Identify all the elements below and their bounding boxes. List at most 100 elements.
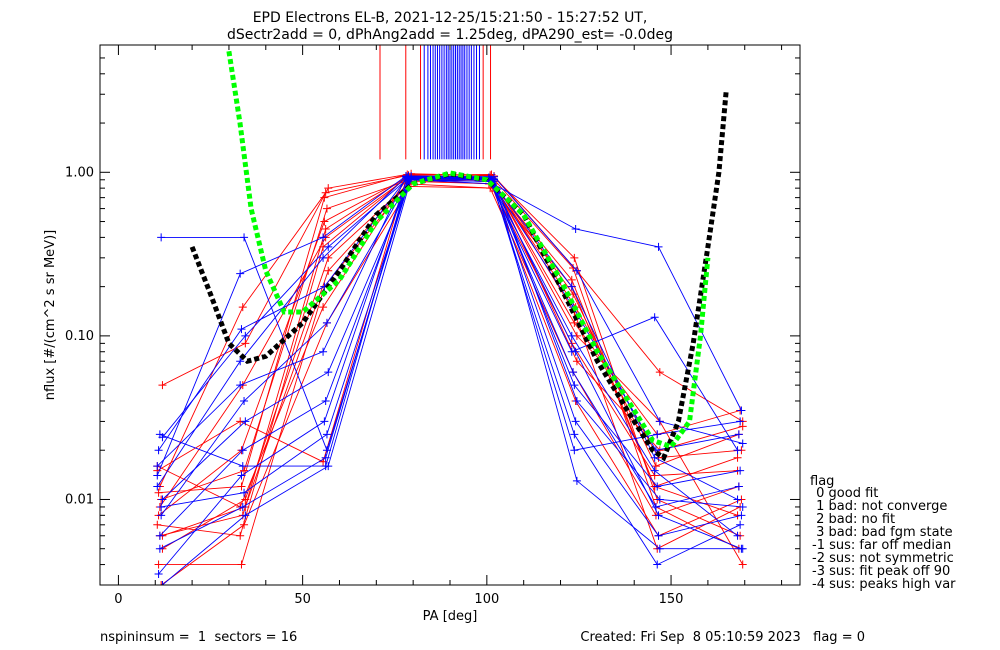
data-point (319, 253, 328, 262)
data-point (653, 482, 662, 491)
data-point (650, 453, 659, 462)
data-point (737, 406, 746, 415)
data-point (154, 560, 163, 569)
data-point (157, 233, 166, 242)
data-point (733, 446, 742, 455)
data-point (321, 396, 330, 405)
data-point (569, 368, 578, 377)
data-point (653, 430, 662, 439)
series-line (158, 183, 739, 566)
data-point (736, 520, 745, 529)
series-line (159, 179, 741, 566)
data-point (567, 275, 576, 284)
data-point (153, 471, 162, 480)
legend-entry: -3 sus: fit peak off 90 (812, 564, 950, 579)
data-point (567, 331, 576, 340)
series-line (158, 176, 739, 451)
x-tick-label: 0 (114, 592, 122, 607)
data-point (236, 357, 245, 366)
data-point (324, 266, 333, 275)
data-point (321, 188, 330, 197)
legend-entry: -2 sus: not symmetric (812, 551, 954, 566)
legend-entry: 0 good fit (812, 486, 878, 501)
data-point (238, 502, 247, 511)
series-line (162, 180, 744, 565)
data-point (155, 544, 164, 553)
data-point (654, 242, 663, 251)
data-series-layer (153, 169, 747, 585)
data-point (570, 318, 579, 327)
data-point (571, 225, 580, 234)
data-point (567, 282, 576, 291)
y-axis-label: nflux [#/(cm^2 s sr MeV)] (43, 230, 58, 400)
vertical-lines-layer (379, 45, 492, 160)
data-point (654, 511, 663, 520)
data-point (736, 417, 745, 426)
data-point (737, 544, 746, 553)
series-line (162, 179, 743, 537)
data-point (157, 511, 166, 520)
x-tick-label: 50 (294, 592, 311, 607)
data-point (236, 381, 245, 390)
series-line (162, 175, 743, 444)
data-point (571, 417, 580, 426)
data-point (319, 347, 328, 356)
data-point (571, 347, 580, 356)
data-point (733, 495, 742, 504)
data-point (157, 581, 166, 585)
data-point (154, 446, 163, 455)
legend-entry: -1 sus: far off median (812, 538, 951, 553)
data-point (154, 488, 163, 497)
series-line (161, 179, 742, 500)
data-point (324, 462, 333, 471)
data-point (737, 511, 746, 520)
data-point (241, 331, 250, 340)
data-point (655, 544, 664, 553)
data-point (153, 462, 162, 471)
data-point (153, 482, 162, 491)
series-line (159, 175, 741, 467)
legend: flag 0 good fit 1 bad: not converge 2 ba… (810, 474, 956, 592)
data-point (650, 466, 659, 475)
data-point (158, 381, 167, 390)
series-line (158, 174, 740, 550)
data-point (240, 466, 249, 475)
data-point (322, 204, 331, 213)
data-point (240, 488, 249, 497)
data-point (734, 482, 743, 491)
chart-title-line-1: EPD Electrons EL-B, 2021-12-25/15:21:50 … (253, 10, 648, 26)
data-point (320, 217, 329, 226)
data-point (237, 482, 246, 491)
data-point (324, 242, 333, 251)
series-line (157, 179, 738, 516)
footer-right: Created: Fri Sep 8 05:10:59 2023 flag = … (580, 630, 865, 645)
x-axis-label: PA [deg] (423, 609, 478, 624)
data-point (153, 520, 162, 529)
data-point (650, 313, 659, 322)
y-tick-label: 0.01 (65, 492, 94, 507)
fit-curve-green (226, 50, 711, 450)
legend-entry: 3 bad: bad fgm state (812, 525, 953, 540)
data-point (654, 531, 663, 540)
data-point (155, 531, 164, 540)
data-point (321, 453, 330, 462)
y-tick-label: 1.00 (65, 165, 94, 180)
fit-curves-layer (189, 50, 729, 462)
data-point (241, 417, 250, 426)
x-tick-label: 150 (659, 592, 684, 607)
data-point (240, 233, 249, 242)
data-point (738, 422, 747, 431)
legend-entry: 1 bad: not converge (812, 499, 947, 514)
data-point (653, 560, 662, 569)
data-point (237, 325, 246, 334)
data-point (240, 520, 249, 529)
data-point (490, 172, 499, 181)
data-point (655, 368, 664, 377)
data-point (738, 502, 747, 511)
series-line (159, 178, 741, 537)
legend-title: flag (810, 474, 834, 489)
data-point (570, 430, 579, 439)
data-point (407, 171, 416, 180)
x-tick-label: 100 (474, 592, 499, 607)
